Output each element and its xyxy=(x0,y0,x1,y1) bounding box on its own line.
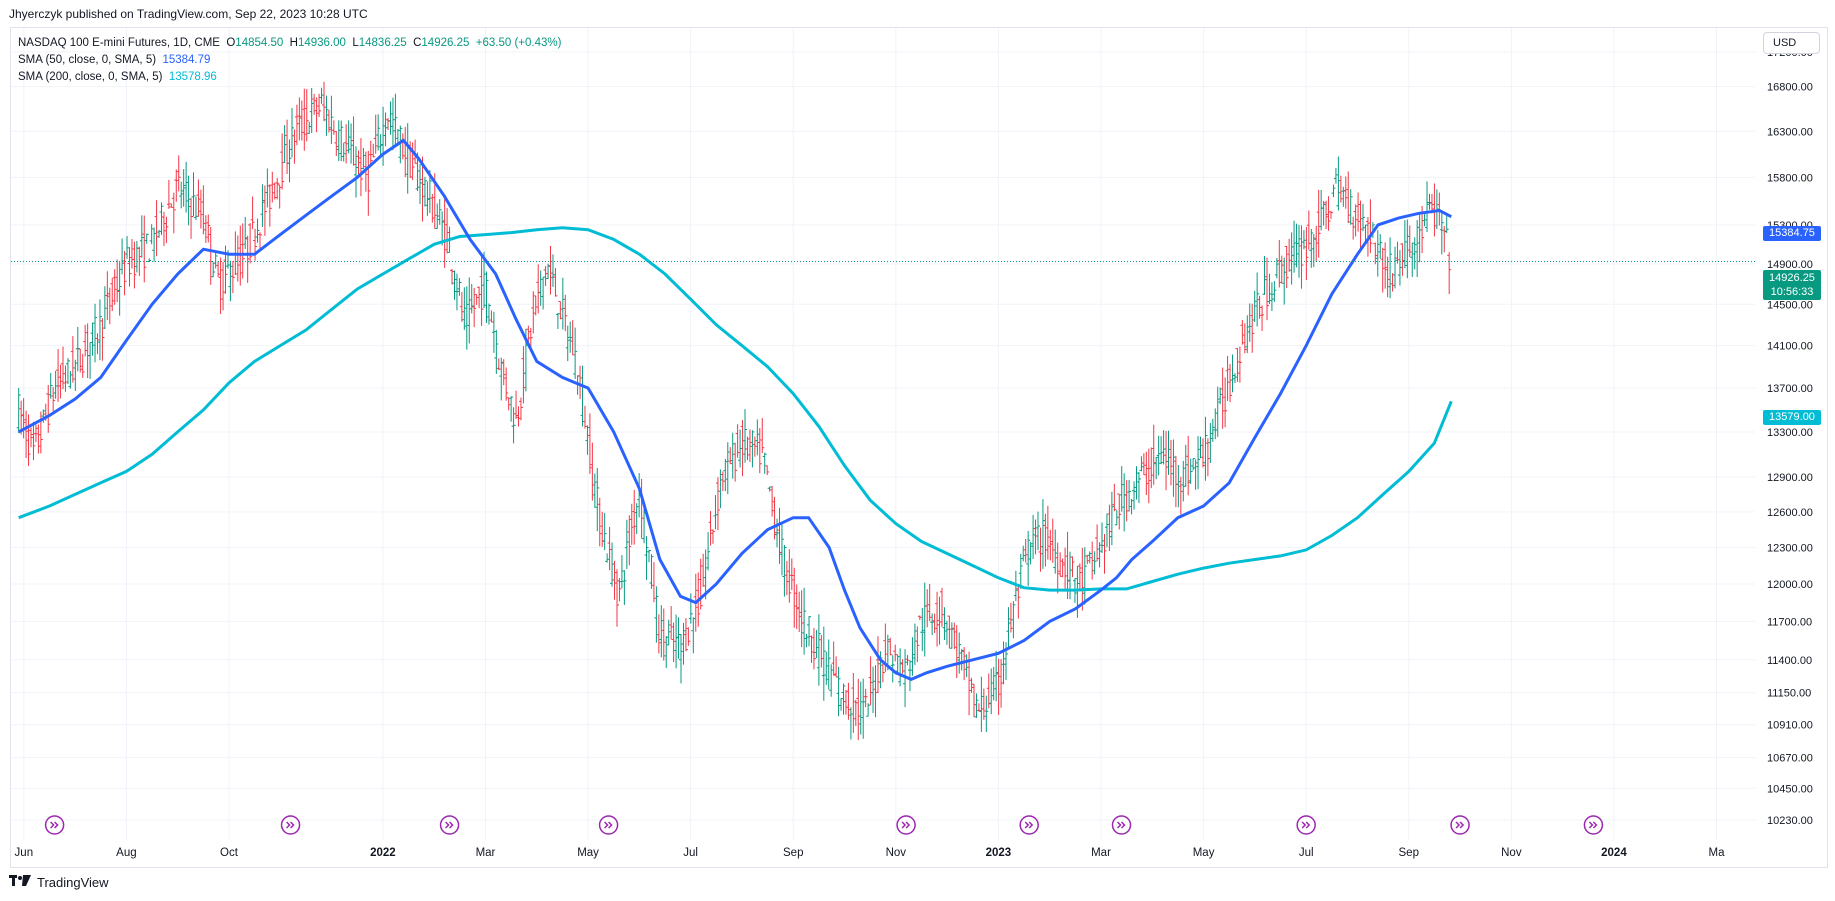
y-tick-label: 11150.00 xyxy=(1767,688,1811,700)
dividend-event-icon[interactable] xyxy=(598,815,619,835)
y-tick-label: 13700.00 xyxy=(1767,383,1813,395)
dividend-event-icon[interactable] xyxy=(439,815,460,835)
x-tick-label: 2024 xyxy=(1601,847,1627,859)
x-tick-label: Oct xyxy=(220,847,239,859)
sma50-price-tag: 15384.75 xyxy=(1763,226,1821,241)
low-value: 14836.25 xyxy=(358,37,407,49)
published-caption: Jhyerczyk published on TradingView.com, … xyxy=(9,7,368,21)
ohlc-bars xyxy=(16,81,1452,740)
y-tick-label: 14100.00 xyxy=(1767,341,1813,353)
y-tick-label: 15800.00 xyxy=(1767,172,1813,184)
sma200-label: SMA (200, close, 0, SMA, 5) xyxy=(18,71,163,83)
high-label: H xyxy=(289,37,298,49)
y-tick-label: 10670.00 xyxy=(1767,753,1813,765)
dividend-event-icon[interactable] xyxy=(896,815,916,835)
x-tick-label: May xyxy=(577,847,599,859)
open-value: 14854.50 xyxy=(235,37,284,49)
open-label: O xyxy=(226,37,236,49)
sma50-label: SMA (50, close, 0, SMA, 5) xyxy=(18,54,157,66)
y-tick-label: 12600.00 xyxy=(1767,507,1813,519)
x-tick-label: Sep xyxy=(1399,847,1419,859)
x-tick-label: Mar xyxy=(1091,847,1111,859)
high-value: 14936.00 xyxy=(297,37,346,49)
sma200-price-tag: 13579.00 xyxy=(1763,410,1821,425)
x-tick-label: Nov xyxy=(886,847,907,859)
x-tick-label: Nov xyxy=(1501,847,1522,859)
dividend-event-icon[interactable] xyxy=(1450,815,1470,835)
bar-countdown: 10:56:33 xyxy=(1770,286,1814,298)
tradingview-logo-icon xyxy=(9,875,31,890)
x-tick-label: Aug xyxy=(116,847,136,859)
last-price-value: 14926.25 xyxy=(1769,272,1815,284)
grid-lines xyxy=(11,28,1755,840)
low-label: L xyxy=(352,37,359,49)
last-price-tag: 14926.25 10:56:33 xyxy=(1763,270,1821,300)
y-tick-label: 11400.00 xyxy=(1767,655,1812,667)
symbol-row: NASDAQ 100 E-mini Futures, 1D, CME O1485… xyxy=(18,35,561,52)
chart-legend: NASDAQ 100 E-mini Futures, 1D, CME O1485… xyxy=(18,35,561,86)
footer-brand: TradingView xyxy=(37,875,109,890)
sma200-line xyxy=(18,226,1453,592)
sma50-line xyxy=(17,138,1452,682)
sma50-value: 15384.79 xyxy=(162,54,211,66)
x-tick-label: Jun xyxy=(15,847,34,859)
dividend-event-icon[interactable] xyxy=(1111,815,1132,835)
sma200-value: 13578.96 xyxy=(168,71,217,83)
y-tick-label: 11700.00 xyxy=(1767,616,1812,628)
y-tick-label: 13300.00 xyxy=(1767,427,1813,439)
x-tick-label: 2022 xyxy=(370,847,396,859)
y-tick-label: 16800.00 xyxy=(1767,82,1813,94)
dividend-event-icon[interactable] xyxy=(1019,815,1039,835)
price-axis[interactable]: 17200.0016800.0016300.0015800.0015300.00… xyxy=(1767,47,1813,827)
y-tick-label: 12300.00 xyxy=(1767,542,1813,554)
x-tick-label: Ma xyxy=(1709,847,1726,859)
x-tick-label: Jul xyxy=(1299,847,1314,859)
dividend-event-icon[interactable] xyxy=(280,815,301,835)
y-tick-label: 12900.00 xyxy=(1767,472,1813,484)
chart-area[interactable] xyxy=(10,27,1828,868)
sma50-row[interactable]: SMA (50, close, 0, SMA, 5) 15384.79 xyxy=(18,52,561,69)
close-value: 14926.25 xyxy=(421,37,470,49)
sma200-row[interactable]: SMA (200, close, 0, SMA, 5) 13578.96 xyxy=(18,69,561,86)
y-tick-label: 12000.00 xyxy=(1767,579,1813,591)
y-tick-label: 10450.00 xyxy=(1767,783,1813,795)
time-axis[interactable]: Jun Aug Oct 2022 Mar May Jul Sep Nov 2023 Mar May Ju… xyxy=(15,847,1726,859)
dividend-event-icon[interactable] xyxy=(1296,815,1316,835)
y-tick-label: 14900.00 xyxy=(1767,259,1813,271)
event-markers[interactable] xyxy=(44,815,1604,835)
dividend-event-icon[interactable] xyxy=(1583,815,1604,835)
close-label: C xyxy=(413,37,422,49)
y-tick-label: 10230.00 xyxy=(1767,815,1813,827)
x-tick-label: Jul xyxy=(683,847,698,859)
x-tick-label: May xyxy=(1193,847,1215,859)
y-tick-label: 14500.00 xyxy=(1767,299,1813,311)
y-tick-label: 10910.00 xyxy=(1767,720,1813,732)
change-value: +63.50 (+0.43%) xyxy=(475,37,562,49)
y-tick-label: 16300.00 xyxy=(1767,126,1813,138)
x-tick-label: Mar xyxy=(476,847,496,859)
footer: TradingView xyxy=(9,875,109,890)
currency-button[interactable]: USD xyxy=(1763,32,1820,54)
symbol-title: NASDAQ 100 E-mini Futures, 1D, CME xyxy=(18,37,220,49)
x-tick-label: Sep xyxy=(783,847,803,859)
dividend-event-icon[interactable] xyxy=(44,815,65,835)
x-tick-label: 2023 xyxy=(986,847,1012,859)
